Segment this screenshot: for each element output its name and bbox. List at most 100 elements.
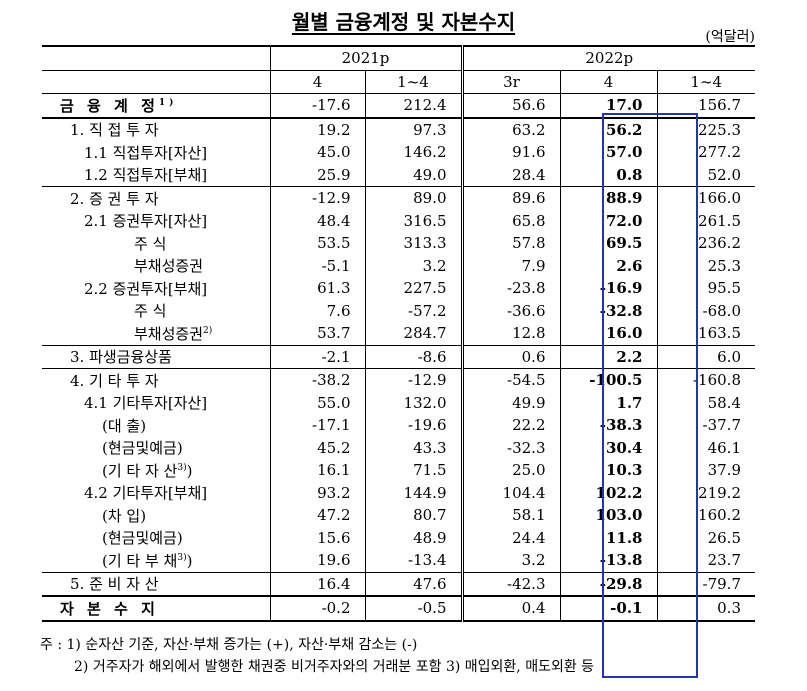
value-cell: -0.1	[559, 595, 657, 622]
value-cell: 236.2	[656, 232, 755, 255]
label-text: (차 입)	[102, 506, 147, 525]
label-text: 주 식	[134, 234, 167, 253]
label-text: 금 융 계 정	[60, 96, 159, 115]
header-row: 4 1~4 3r 4 1~4	[42, 70, 755, 94]
row-label: 4.1 기타투자[자산]	[42, 392, 270, 415]
label-text: 4.2 기타투자[부채]	[84, 484, 208, 503]
value-cell: -68.0	[656, 299, 755, 322]
value-cell: 49.9	[460, 391, 560, 414]
table-row: 부채성증권2) 53.7 284.7 12.8 16.0 163.5	[42, 322, 755, 345]
row-label: (현금및예금)	[42, 527, 270, 550]
value-cell: 48.4	[269, 209, 365, 232]
value-cell: 25.0	[460, 459, 560, 482]
table-row: 1. 직 접 투 자 19.2 97.3 63.2 56.2 225.3	[42, 116, 755, 141]
value-cell: 45.0	[269, 141, 365, 164]
row-label: (기 타 자 산3))	[42, 459, 270, 482]
row-label: 부채성증권	[42, 255, 270, 278]
value-cell: -100.5	[559, 368, 657, 392]
value-cell: -29.8	[559, 571, 657, 596]
table-row: 2.1 증권투자[자산] 48.4 316.5 65.8 72.0 261.5	[42, 209, 755, 233]
value-cell: 3.2	[364, 254, 462, 277]
value-cell: -38.3	[559, 414, 657, 437]
label-text: 5. 준 비 자 산	[70, 575, 159, 594]
table-row: 자 본 수 지 -0.2 -0.5 0.4 -0.1 0.3	[42, 595, 755, 622]
value-cell: 212.4	[364, 93, 462, 118]
table-row: 5. 준 비 자 산 16.4 47.6 -42.3 -29.8 -79.7	[42, 571, 755, 596]
value-cell: -57.2	[364, 299, 462, 322]
value-cell: 93.2	[269, 481, 365, 504]
value-cell: -17.1	[269, 414, 365, 437]
row-label: 부채성증권2)	[42, 322, 270, 345]
label-text: (현금및예금)	[102, 529, 183, 548]
row-label: 3. 파생금융상품	[42, 344, 270, 369]
value-cell: -23.8	[460, 277, 560, 300]
table-row: 4.1 기타투자[자산] 55.0 132.0 49.9 1.7 58.4	[42, 391, 755, 415]
label-text: (기 타 부 채	[102, 551, 178, 570]
value-cell: 23.7	[656, 549, 755, 572]
value-cell: 144.9	[364, 481, 462, 504]
table-row: 1.1 직접투자[자산] 45.0 146.2 91.6 57.0 277.2	[42, 141, 755, 164]
table-row: 부채성증권 -5.1 3.2 7.9 2.6 25.3	[42, 254, 755, 278]
value-cell: 7.6	[269, 299, 365, 322]
value-cell: 88.9	[559, 186, 657, 210]
value-cell: 57.0	[559, 141, 657, 164]
value-cell: 48.9	[364, 526, 462, 549]
table-row: 4. 기 타 투 자 -38.2 -12.9 -54.5 -100.5 -160.8	[42, 368, 755, 392]
value-cell: 2.6	[559, 254, 657, 277]
table-row: 4.2 기타투자[부채] 93.2 144.9 104.4 102.2 219.2	[42, 481, 755, 504]
row-label: 4. 기 타 투 자	[42, 368, 270, 392]
row-label: 자 본 수 지	[42, 595, 270, 622]
row-label: 1. 직 접 투 자	[42, 116, 270, 141]
table-wrap: 2021p 2022p 4 1~4 3r 4 1~4 금 융 계 정1) -17.6 212.…	[42, 45, 755, 678]
value-cell: 104.4	[460, 481, 560, 504]
header-cell: 4	[269, 70, 365, 94]
value-cell: 16.4	[269, 571, 365, 596]
value-cell: 225.3	[656, 116, 755, 141]
header-group: 2022p	[460, 45, 755, 71]
table-row: (차 입) 47.2 80.7 58.1 103.0 160.2	[42, 504, 755, 527]
table-row: 2. 증 권 투 자 -12.9 89.0 89.6 88.9 166.0	[42, 186, 755, 210]
row-label: 2. 증 권 투 자	[42, 186, 270, 210]
label-text: )	[186, 461, 193, 480]
value-cell: 46.1	[656, 436, 755, 459]
value-cell: 95.5	[656, 277, 755, 300]
label-text: 2.1 증권투자[자산]	[84, 212, 208, 231]
table-row: (현금및예금) 15.6 48.9 24.4 11.8 26.5	[42, 526, 755, 550]
table-row: (기 타 자 산3)) 16.1 71.5 25.0 10.3 37.9	[42, 459, 755, 482]
value-cell: 313.3	[364, 232, 462, 255]
value-cell: -0.2	[269, 595, 365, 622]
label-text: 1. 직 접 투 자	[70, 121, 159, 140]
value-cell: -13.8	[559, 549, 657, 572]
value-cell: -79.7	[656, 571, 755, 596]
label-text: )	[186, 551, 193, 570]
value-cell: 65.8	[460, 209, 560, 232]
value-cell: 72.0	[559, 209, 657, 232]
row-label: (대 출)	[42, 414, 270, 437]
value-cell: 25.9	[269, 163, 365, 187]
value-cell: 63.2	[460, 116, 560, 141]
value-cell: 1.7	[559, 391, 657, 414]
value-cell: 0.8	[559, 163, 657, 187]
row-label: 2.1 증권투자[자산]	[42, 210, 270, 233]
value-cell: 0.4	[460, 595, 560, 622]
label-text: 부채성증권	[134, 257, 204, 276]
value-cell: 53.7	[269, 322, 365, 345]
header-row: 2021p 2022p	[42, 45, 755, 71]
value-cell: 45.2	[269, 436, 365, 459]
label-text: 4.1 기타투자[자산]	[84, 394, 208, 413]
table: 2021p 2022p 4 1~4 3r 4 1~4 금 융 계 정1) -17.6 212.…	[42, 45, 755, 622]
value-cell: 17.0	[559, 93, 657, 118]
value-cell: 49.0	[364, 163, 462, 187]
value-cell: 55.0	[269, 391, 365, 414]
label-text: (현금및예금)	[102, 439, 183, 458]
value-cell: 22.2	[460, 414, 560, 437]
table-row: 3. 파생금융상품 -2.1 -8.6 0.6 2.2 6.0	[42, 344, 755, 369]
value-cell: -5.1	[269, 254, 365, 277]
header-cell: 1~4	[364, 70, 462, 94]
value-cell: -32.3	[460, 436, 560, 459]
header-cell	[42, 45, 270, 71]
value-cell: -8.6	[364, 344, 462, 369]
value-cell: 47.6	[364, 571, 462, 596]
footnote-mark: 3)	[177, 462, 187, 473]
value-cell: 43.3	[364, 436, 462, 459]
